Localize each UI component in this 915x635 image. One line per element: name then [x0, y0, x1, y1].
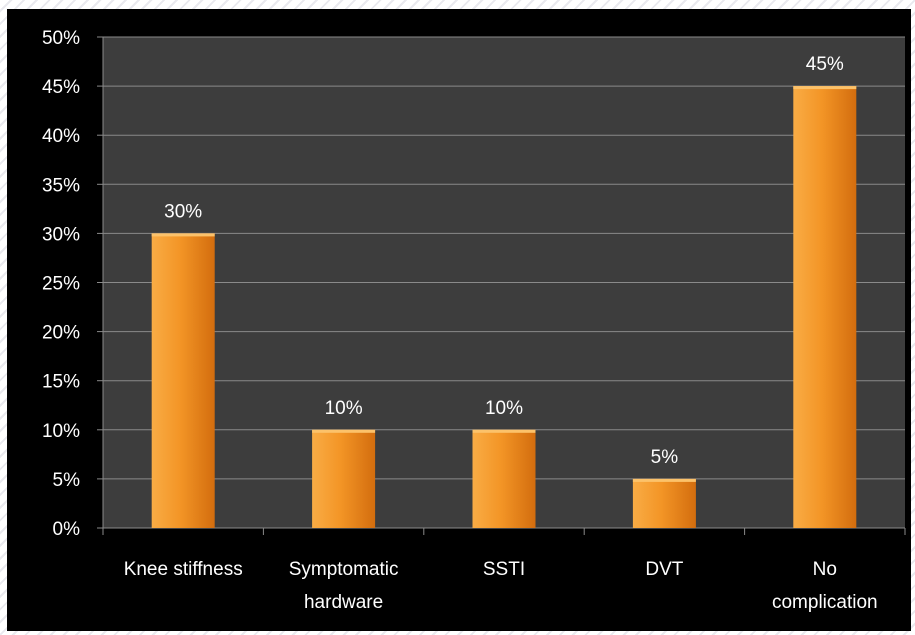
bar [312, 429, 376, 528]
bar-body [151, 233, 215, 528]
bar-body [793, 86, 857, 528]
x-axis-category-labels: Knee stiffness Symptomatic hardware SSTI DVT… [124, 559, 878, 613]
value-label: 10% [485, 398, 523, 419]
bars [151, 86, 857, 528]
y-tick-label: 30% [42, 224, 80, 245]
y-tick-label: 5% [53, 470, 81, 491]
y-tick-label: 10% [42, 421, 80, 442]
value-label: 45% [806, 54, 844, 75]
y-tick-label: 40% [42, 126, 80, 147]
bar [472, 429, 536, 528]
y-tick-label: 25% [42, 274, 80, 295]
bar-top-highlight [632, 478, 696, 482]
category-label: Knee stiffness [124, 559, 243, 580]
y-tick-label: 50% [42, 28, 80, 49]
bar-body [472, 429, 536, 528]
bar-body [632, 478, 696, 528]
y-tick-label: 35% [42, 175, 80, 196]
value-label: 5% [651, 447, 679, 468]
category-label: DVT [645, 559, 683, 580]
y-tick-label: 20% [42, 323, 80, 344]
category-label: Symptomatic hardware [289, 559, 399, 613]
bar-top-highlight [472, 429, 536, 433]
y-tick-label: 45% [42, 77, 80, 98]
category-label: SSTI [483, 559, 525, 580]
category-label: No complication [772, 559, 878, 613]
bar [151, 233, 215, 528]
bar [793, 86, 857, 528]
bar [632, 478, 696, 528]
value-label: 30% [164, 201, 202, 222]
value-labels: 30% 10% 10% 5% 45% [164, 54, 844, 468]
value-label: 10% [325, 398, 363, 419]
bar-top-highlight [151, 233, 215, 237]
y-axis-tick-labels: 0% 5% 10% 15% 20% 25% 30% 35% 40% 45% 50% [42, 28, 80, 540]
y-tick-label: 0% [53, 519, 81, 540]
bar-top-highlight [312, 429, 376, 433]
y-tick-label: 15% [42, 372, 80, 393]
bar-top-highlight [793, 86, 857, 90]
bar-body [312, 429, 376, 528]
